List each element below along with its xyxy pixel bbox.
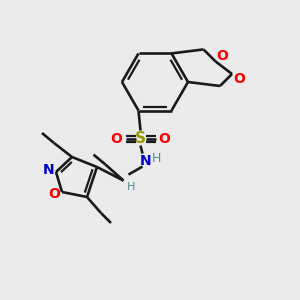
Text: O: O — [233, 72, 245, 86]
Text: O: O — [111, 132, 122, 145]
Text: H: H — [127, 182, 136, 192]
Text: N: N — [140, 154, 151, 168]
Text: S: S — [135, 131, 146, 146]
Text: H: H — [152, 152, 161, 165]
Text: N: N — [43, 163, 55, 177]
Text: O: O — [159, 132, 170, 145]
Text: O: O — [217, 50, 228, 63]
Text: O: O — [48, 187, 60, 201]
